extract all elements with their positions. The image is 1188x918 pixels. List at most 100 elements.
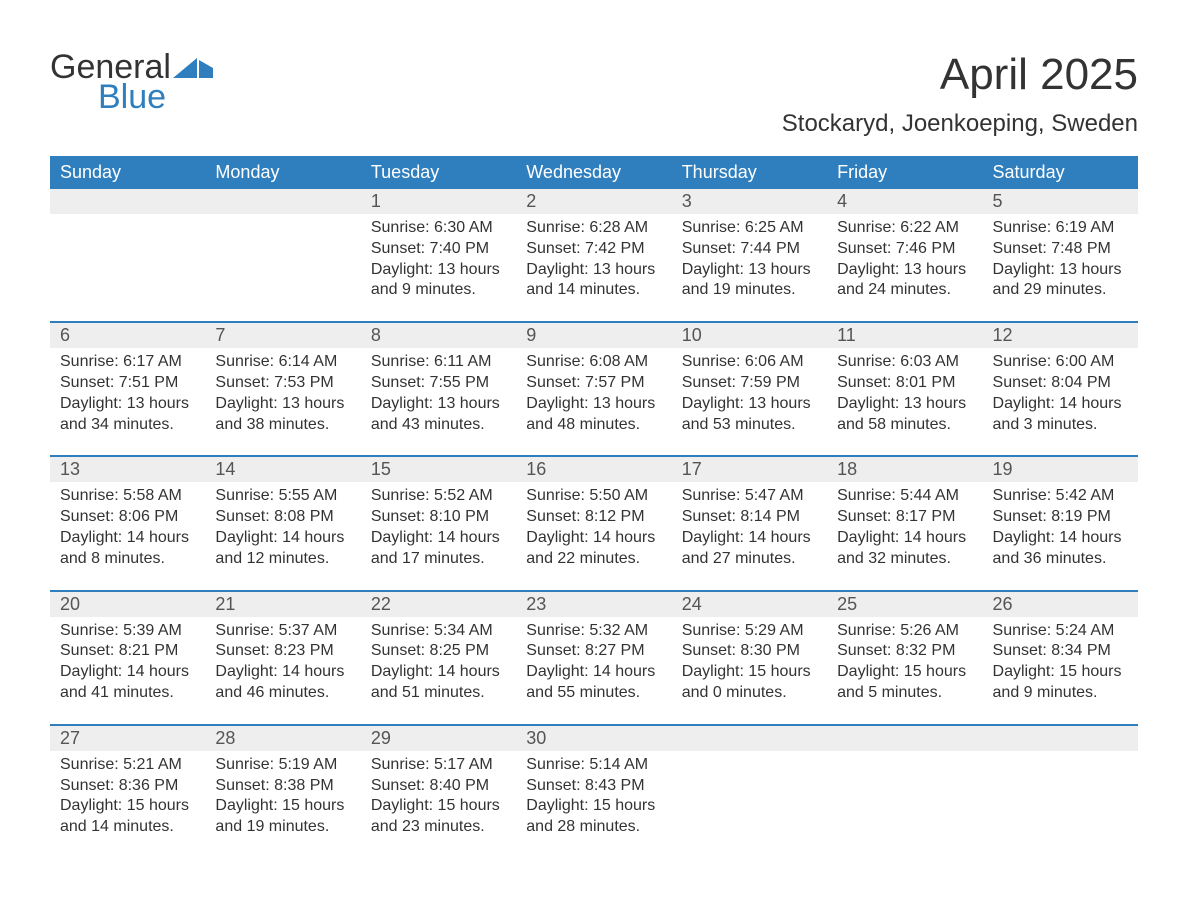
sunset-line: Sunset: 8:27 PM <box>526 641 661 662</box>
day-content: Sunrise: 6:28 AMSunset: 7:42 PMDaylight:… <box>516 214 671 321</box>
logo: General Blue <box>50 50 213 114</box>
sunrise-line: Sunrise: 5:17 AM <box>371 755 506 776</box>
calendar-day-cell: 11Sunrise: 6:03 AMSunset: 8:01 PMDayligh… <box>827 322 982 456</box>
day-number: 28 <box>205 726 360 751</box>
day-number: 7 <box>205 323 360 348</box>
day-content: Sunrise: 5:47 AMSunset: 8:14 PMDaylight:… <box>672 482 827 589</box>
calendar-day-cell <box>983 725 1138 858</box>
daylight-line: Daylight: 13 hours and 38 minutes. <box>215 394 350 436</box>
day-number: 15 <box>361 457 516 482</box>
calendar-day-cell: 4Sunrise: 6:22 AMSunset: 7:46 PMDaylight… <box>827 189 982 322</box>
month-title: April 2025 <box>782 50 1138 100</box>
sunrise-line: Sunrise: 5:52 AM <box>371 486 506 507</box>
sunrise-line: Sunrise: 5:42 AM <box>993 486 1128 507</box>
sunset-line: Sunset: 8:21 PM <box>60 641 195 662</box>
sunset-line: Sunset: 8:36 PM <box>60 776 195 797</box>
day-content: Sunrise: 6:06 AMSunset: 7:59 PMDaylight:… <box>672 348 827 455</box>
calendar-day-cell: 28Sunrise: 5:19 AMSunset: 8:38 PMDayligh… <box>205 725 360 858</box>
sunset-line: Sunset: 8:40 PM <box>371 776 506 797</box>
day-number: 17 <box>672 457 827 482</box>
weekday-header: Thursday <box>672 156 827 189</box>
calendar-day-cell: 17Sunrise: 5:47 AMSunset: 8:14 PMDayligh… <box>672 456 827 590</box>
daylight-line: Daylight: 13 hours and 14 minutes. <box>526 260 661 302</box>
daylight-line: Daylight: 13 hours and 29 minutes. <box>993 260 1128 302</box>
day-content: Sunrise: 6:03 AMSunset: 8:01 PMDaylight:… <box>827 348 982 455</box>
calendar-week-row: 1Sunrise: 6:30 AMSunset: 7:40 PMDaylight… <box>50 189 1138 322</box>
sunset-line: Sunset: 8:06 PM <box>60 507 195 528</box>
daylight-line: Daylight: 15 hours and 0 minutes. <box>682 662 817 704</box>
sunrise-line: Sunrise: 5:50 AM <box>526 486 661 507</box>
sunrise-line: Sunrise: 5:44 AM <box>837 486 972 507</box>
calendar-day-cell: 18Sunrise: 5:44 AMSunset: 8:17 PMDayligh… <box>827 456 982 590</box>
day-content: Sunrise: 5:14 AMSunset: 8:43 PMDaylight:… <box>516 751 671 858</box>
day-content: Sunrise: 5:52 AMSunset: 8:10 PMDaylight:… <box>361 482 516 589</box>
calendar-day-cell: 29 Sunrise: 5:17 AMSunset: 8:40 PMDayligh… <box>361 725 516 858</box>
daylight-line: Daylight: 13 hours and 48 minutes. <box>526 394 661 436</box>
day-number: 18 <box>827 457 982 482</box>
day-number: 24 <box>672 592 827 617</box>
daylight-line: Daylight: 13 hours and 53 minutes. <box>682 394 817 436</box>
title-block: April 2025 Stockaryd, Joenkoeping, Swede… <box>782 50 1138 138</box>
sunset-line: Sunset: 7:46 PM <box>837 239 972 260</box>
calendar-body: 1Sunrise: 6:30 AMSunset: 7:40 PMDaylight… <box>50 189 1138 858</box>
sunset-line: Sunset: 8:19 PM <box>993 507 1128 528</box>
sunset-line: Sunset: 8:43 PM <box>526 776 661 797</box>
day-content <box>205 214 360 316</box>
calendar-day-cell: 12Sunrise: 6:00 AMSunset: 8:04 PMDayligh… <box>983 322 1138 456</box>
sunset-line: Sunset: 8:32 PM <box>837 641 972 662</box>
day-content: Sunrise: 6:11 AMSunset: 7:55 PMDaylight:… <box>361 348 516 455</box>
calendar-day-cell: 20Sunrise: 5:39 AMSunset: 8:21 PMDayligh… <box>50 591 205 725</box>
sunset-line: Sunset: 7:42 PM <box>526 239 661 260</box>
calendar-day-cell: 9Sunrise: 6:08 AMSunset: 7:57 PMDaylight… <box>516 322 671 456</box>
day-content: Sunrise: 6:17 AMSunset: 7:51 PMDaylight:… <box>50 348 205 455</box>
sunset-line: Sunset: 8:38 PM <box>215 776 350 797</box>
sunrise-line: Sunrise: 6:22 AM <box>837 218 972 239</box>
day-content: Sunrise: 5:37 AMSunset: 8:23 PMDaylight:… <box>205 617 360 724</box>
day-content: Sunrise: 6:00 AMSunset: 8:04 PMDaylight:… <box>983 348 1138 455</box>
daylight-line: Daylight: 15 hours and 23 minutes. <box>371 796 506 838</box>
day-content: Sunrise: 6:19 AMSunset: 7:48 PMDaylight:… <box>983 214 1138 321</box>
day-content <box>827 751 982 853</box>
sunset-line: Sunset: 8:04 PM <box>993 373 1128 394</box>
daylight-line: Daylight: 15 hours and 28 minutes. <box>526 796 661 838</box>
day-content: Sunrise: 6:22 AMSunset: 7:46 PMDaylight:… <box>827 214 982 321</box>
day-content: Sunrise: 5:21 AMSunset: 8:36 PMDaylight:… <box>50 751 205 858</box>
daylight-line: Daylight: 14 hours and 8 minutes. <box>60 528 195 570</box>
sunset-line: Sunset: 8:12 PM <box>526 507 661 528</box>
calendar-day-cell: 27Sunrise: 5:21 AMSunset: 8:36 PMDayligh… <box>50 725 205 858</box>
day-content: Sunrise: 5:44 AMSunset: 8:17 PMDaylight:… <box>827 482 982 589</box>
calendar-day-cell: 10Sunrise: 6:06 AMSunset: 7:59 PMDayligh… <box>672 322 827 456</box>
sunset-line: Sunset: 8:25 PM <box>371 641 506 662</box>
sunset-line: Sunset: 7:44 PM <box>682 239 817 260</box>
sunset-line: Sunset: 7:55 PM <box>371 373 506 394</box>
sunset-line: Sunset: 8:30 PM <box>682 641 817 662</box>
daylight-line: Daylight: 13 hours and 24 minutes. <box>837 260 972 302</box>
location-subtitle: Stockaryd, Joenkoeping, Sweden <box>782 110 1138 138</box>
sunrise-line: Sunrise: 6:28 AM <box>526 218 661 239</box>
day-number: 29 <box>361 726 516 751</box>
day-number: 16 <box>516 457 671 482</box>
sunset-line: Sunset: 7:59 PM <box>682 373 817 394</box>
day-content: Sunrise: 5:39 AMSunset: 8:21 PMDaylight:… <box>50 617 205 724</box>
sunrise-line: Sunrise: 6:17 AM <box>60 352 195 373</box>
day-content <box>983 751 1138 853</box>
calendar-day-cell: 15Sunrise: 5:52 AMSunset: 8:10 PMDayligh… <box>361 456 516 590</box>
day-number: 23 <box>516 592 671 617</box>
calendar-day-cell: 19Sunrise: 5:42 AMSunset: 8:19 PMDayligh… <box>983 456 1138 590</box>
daylight-line: Daylight: 13 hours and 34 minutes. <box>60 394 195 436</box>
calendar-day-cell: 21Sunrise: 5:37 AMSunset: 8:23 PMDayligh… <box>205 591 360 725</box>
calendar-day-cell: 13Sunrise: 5:58 AMSunset: 8:06 PMDayligh… <box>50 456 205 590</box>
weekday-header: Wednesday <box>516 156 671 189</box>
day-number <box>827 726 982 751</box>
calendar-day-cell: 25Sunrise: 5:26 AMSunset: 8:32 PMDayligh… <box>827 591 982 725</box>
sunrise-line: Sunrise: 5:34 AM <box>371 621 506 642</box>
day-content: Sunrise: 5:26 AMSunset: 8:32 PMDaylight:… <box>827 617 982 724</box>
weekday-header: Sunday <box>50 156 205 189</box>
daylight-line: Daylight: 15 hours and 14 minutes. <box>60 796 195 838</box>
weekday-header: Monday <box>205 156 360 189</box>
daylight-line: Daylight: 14 hours and 32 minutes. <box>837 528 972 570</box>
sunrise-line: Sunrise: 5:37 AM <box>215 621 350 642</box>
day-number: 11 <box>827 323 982 348</box>
daylight-line: Daylight: 14 hours and 51 minutes. <box>371 662 506 704</box>
day-content: Sunrise: 5:19 AMSunset: 8:38 PMDaylight:… <box>205 751 360 858</box>
